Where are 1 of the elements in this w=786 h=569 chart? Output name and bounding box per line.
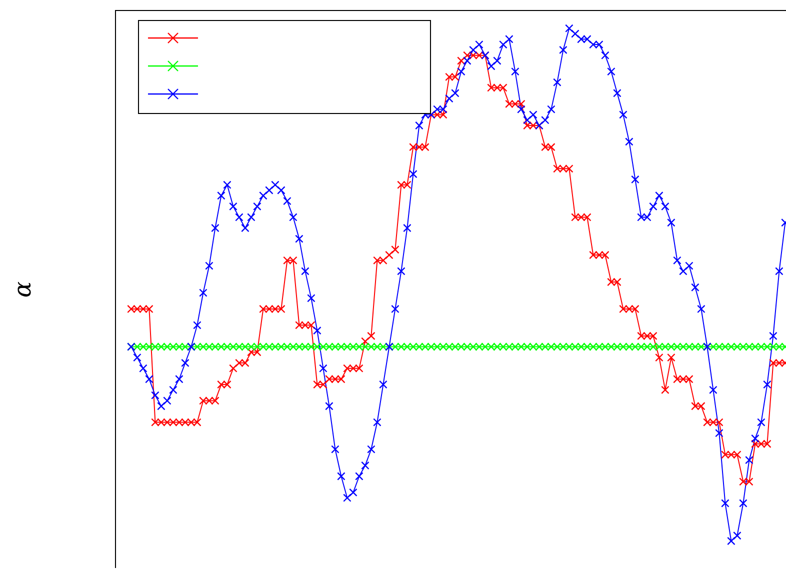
y-axis-title: α	[8, 281, 36, 298]
